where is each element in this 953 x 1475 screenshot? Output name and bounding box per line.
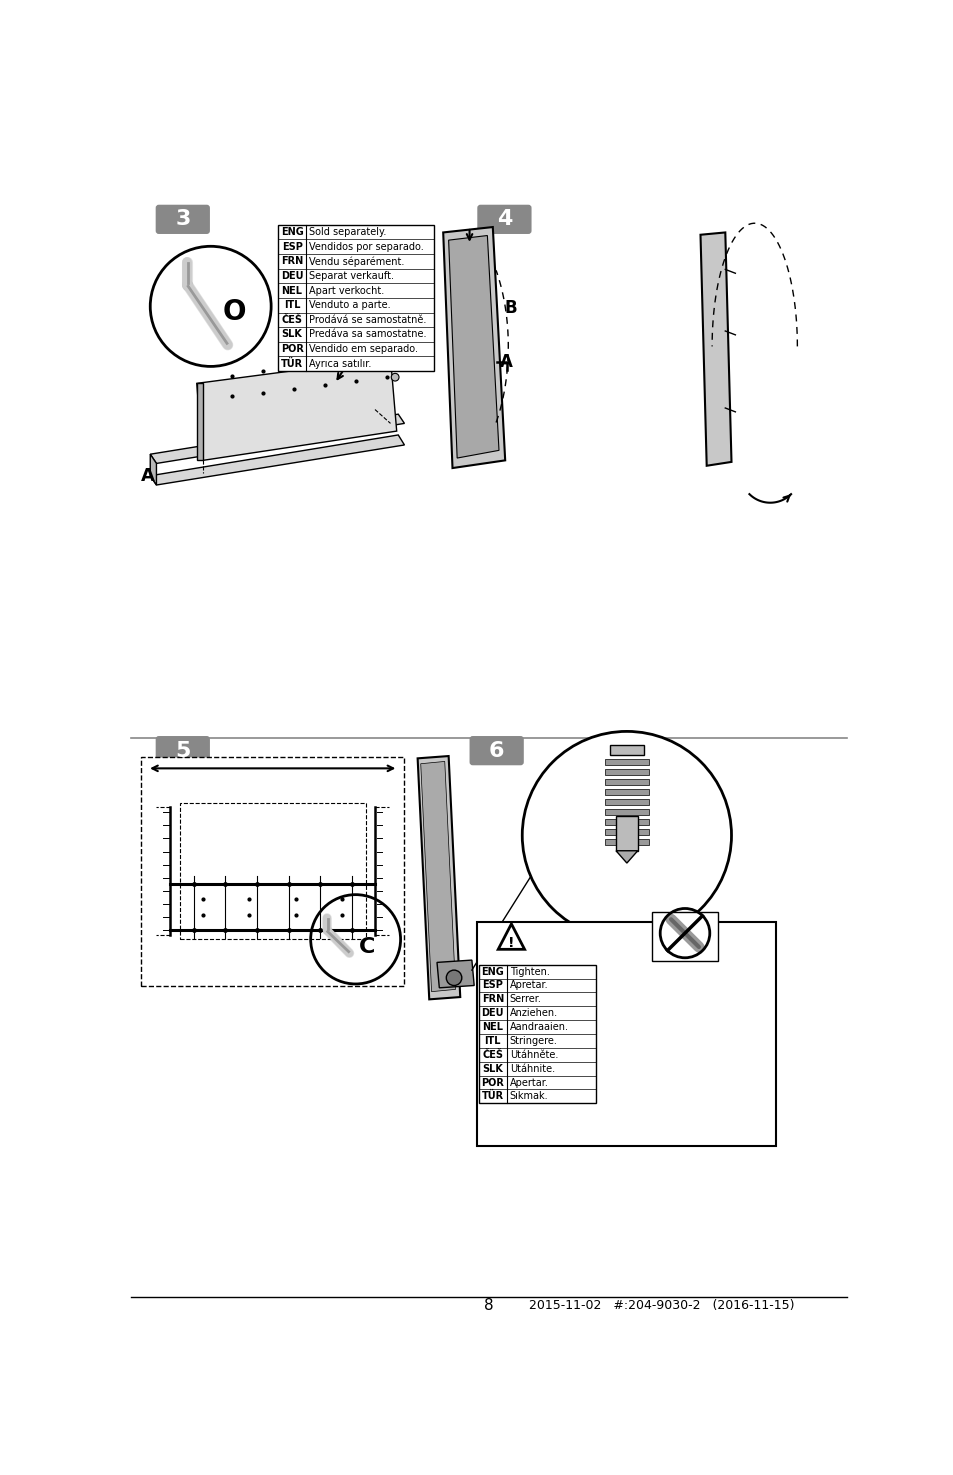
Polygon shape <box>150 435 404 485</box>
Text: 3: 3 <box>175 209 191 229</box>
Text: TÜR: TÜR <box>281 358 303 369</box>
Polygon shape <box>448 236 498 459</box>
Bar <box>616 816 637 851</box>
FancyBboxPatch shape <box>469 736 523 766</box>
Text: Sold separately.: Sold separately. <box>309 227 386 237</box>
Text: Stringere.: Stringere. <box>509 1035 558 1046</box>
Bar <box>141 757 404 985</box>
Text: ESP: ESP <box>482 981 503 991</box>
Text: 4: 4 <box>497 209 512 229</box>
Text: Vendidos por separado.: Vendidos por separado. <box>309 242 423 252</box>
Bar <box>478 965 596 1103</box>
Circle shape <box>521 732 731 940</box>
Text: SLK: SLK <box>482 1063 503 1074</box>
Bar <box>604 779 648 785</box>
Text: Separat verkauft.: Separat verkauft. <box>309 271 394 280</box>
Bar <box>652 912 717 960</box>
Text: ESP: ESP <box>281 242 302 252</box>
Text: C: C <box>358 937 375 957</box>
Bar <box>604 839 648 845</box>
Text: Vendu séparément.: Vendu séparément. <box>309 257 404 267</box>
Polygon shape <box>417 757 459 1000</box>
Text: B: B <box>504 299 517 317</box>
Text: ITL: ITL <box>484 1035 500 1046</box>
Text: Predáva sa samostatne.: Predáva sa samostatne. <box>309 329 426 339</box>
Text: O: O <box>222 298 246 326</box>
Text: Apretar.: Apretar. <box>509 981 548 991</box>
Polygon shape <box>150 414 404 463</box>
Circle shape <box>446 971 461 985</box>
Text: NEL: NEL <box>281 286 302 295</box>
Text: ČEŠ: ČEŠ <box>281 314 302 324</box>
Text: Sıkmak.: Sıkmak. <box>509 1092 548 1102</box>
Text: Apertar.: Apertar. <box>509 1078 548 1087</box>
Circle shape <box>391 373 398 381</box>
Text: Ayrıca satılır.: Ayrıca satılır. <box>309 358 371 369</box>
Text: Prodává se samostatně.: Prodává se samostatně. <box>309 314 426 324</box>
FancyBboxPatch shape <box>155 205 210 235</box>
Text: TÜR: TÜR <box>481 1092 503 1102</box>
Text: 5: 5 <box>175 740 191 761</box>
Text: Venduto a parte.: Venduto a parte. <box>309 301 391 310</box>
Text: 8: 8 <box>483 1298 494 1313</box>
Text: DEU: DEU <box>481 1009 503 1018</box>
Text: POR: POR <box>280 344 303 354</box>
Text: FRN: FRN <box>280 257 303 267</box>
Text: FRN: FRN <box>481 994 503 1004</box>
Bar <box>604 810 648 814</box>
Bar <box>179 802 365 940</box>
Text: NEL: NEL <box>482 1022 503 1032</box>
Text: ITL: ITL <box>284 301 300 310</box>
Text: 6: 6 <box>488 740 504 761</box>
Text: !: ! <box>508 937 514 950</box>
Bar <box>476 922 775 1146</box>
Text: Apart verkocht.: Apart verkocht. <box>309 286 384 295</box>
Bar <box>604 760 648 764</box>
Bar <box>278 224 434 372</box>
FancyBboxPatch shape <box>155 736 210 766</box>
Text: ENG: ENG <box>481 966 503 976</box>
Text: Anziehen.: Anziehen. <box>509 1009 558 1018</box>
Text: 2015-11-02   #:204-9030-2   (2016-11-15): 2015-11-02 #:204-9030-2 (2016-11-15) <box>529 1299 794 1313</box>
Bar <box>604 768 648 774</box>
Bar <box>604 799 648 804</box>
Text: A: A <box>141 466 154 485</box>
Circle shape <box>388 354 395 361</box>
Polygon shape <box>196 358 396 460</box>
Text: SLK: SLK <box>281 329 302 339</box>
Polygon shape <box>196 384 203 460</box>
Bar <box>609 745 643 755</box>
Text: Serrer.: Serrer. <box>509 994 541 1004</box>
FancyBboxPatch shape <box>476 205 531 235</box>
Circle shape <box>391 363 398 372</box>
Bar <box>604 829 648 835</box>
Text: Utáhnite.: Utáhnite. <box>509 1063 555 1074</box>
Text: Vendido em separado.: Vendido em separado. <box>309 344 417 354</box>
Text: ENG: ENG <box>280 227 303 237</box>
Polygon shape <box>616 851 637 863</box>
Text: Tighten.: Tighten. <box>509 966 549 976</box>
Text: Aandraaien.: Aandraaien. <box>509 1022 568 1032</box>
Polygon shape <box>497 923 524 950</box>
Text: A: A <box>499 353 512 370</box>
Bar <box>604 819 648 825</box>
Text: DEU: DEU <box>280 271 303 280</box>
Text: Utáhněte.: Utáhněte. <box>509 1050 558 1061</box>
Polygon shape <box>443 227 505 468</box>
Polygon shape <box>420 761 456 991</box>
Polygon shape <box>150 454 156 485</box>
Polygon shape <box>700 233 731 466</box>
Text: ČEŠ: ČEŠ <box>482 1050 503 1061</box>
Bar <box>604 789 648 795</box>
Text: POR: POR <box>481 1078 504 1087</box>
Text: E (4): E (4) <box>353 351 400 369</box>
Polygon shape <box>436 960 474 988</box>
